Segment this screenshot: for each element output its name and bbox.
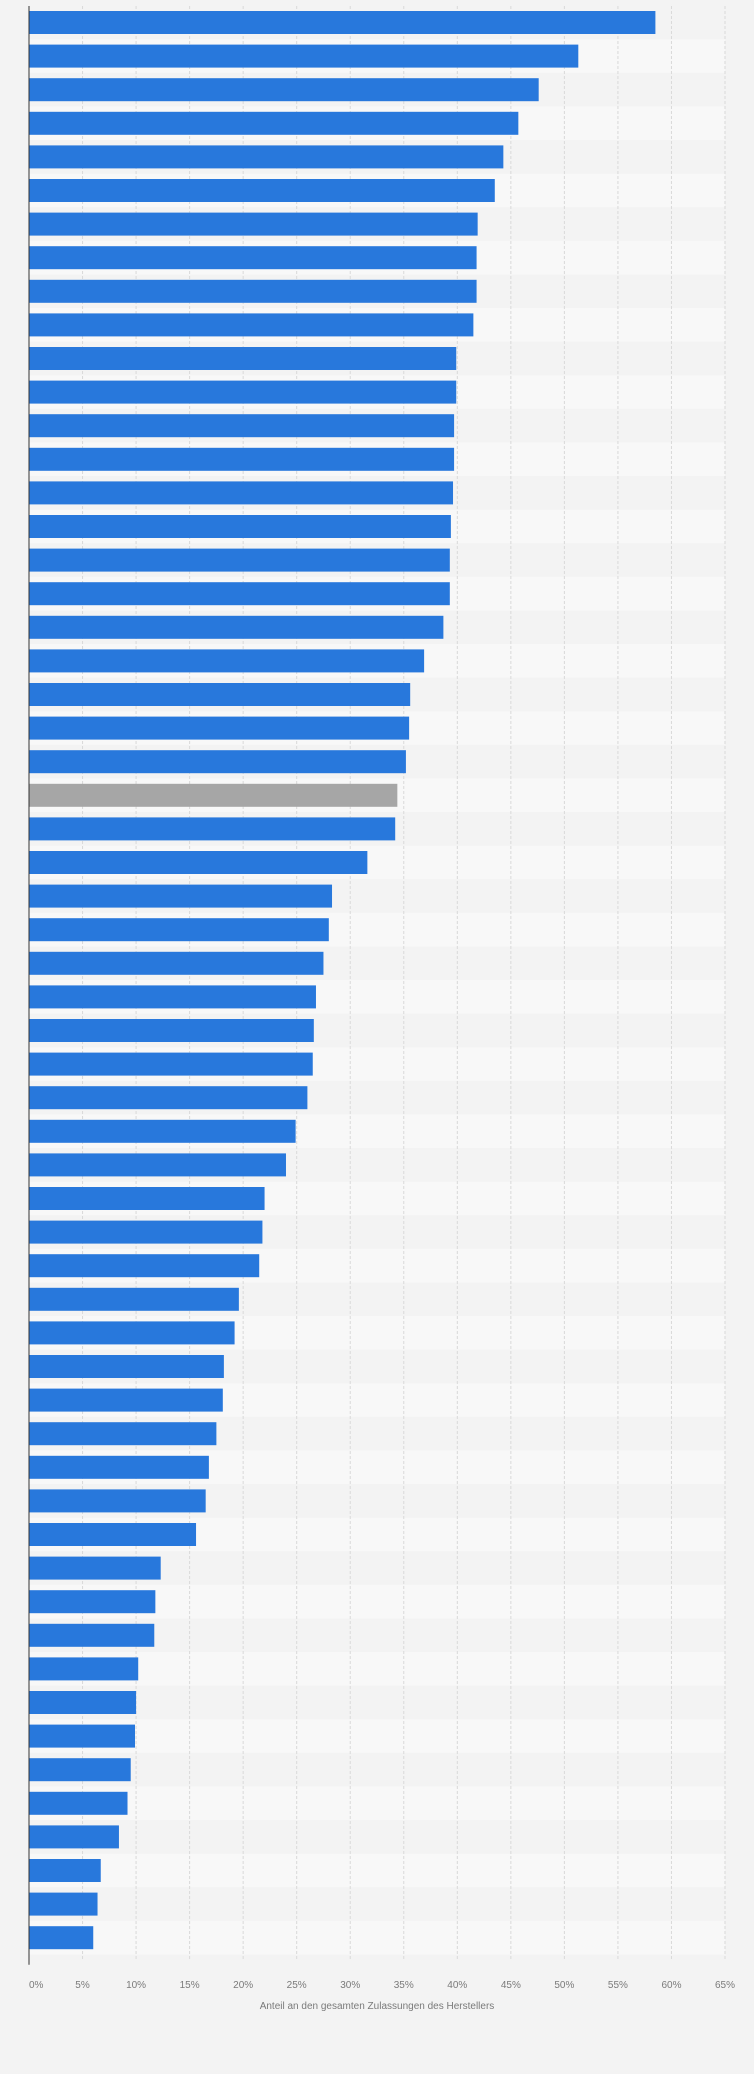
row-band (29, 1820, 725, 1854)
bar (29, 716, 410, 740)
bars (29, 11, 656, 1950)
bar (29, 313, 474, 337)
bar (29, 1859, 101, 1882)
bar (29, 1254, 260, 1278)
bar (29, 951, 324, 975)
bar (29, 582, 450, 606)
x-tick-label: 50% (554, 1980, 574, 1991)
bar (29, 1153, 286, 1177)
bar (29, 111, 519, 135)
bar (29, 44, 579, 68)
bar (29, 1556, 161, 1580)
bar (29, 851, 368, 874)
x-tick-label: 10% (126, 1980, 146, 1991)
bar (29, 481, 454, 505)
bar (29, 145, 504, 169)
bar (29, 179, 495, 202)
bar (29, 212, 478, 236)
bar (29, 347, 457, 370)
row-band (29, 1719, 725, 1753)
row-band (29, 1887, 725, 1921)
bar (29, 783, 398, 807)
row-band (29, 1652, 725, 1686)
row-band (29, 1786, 725, 1821)
bar (29, 649, 425, 673)
x-tick-label: 15% (180, 1980, 200, 1991)
bar (29, 414, 455, 438)
bar (29, 615, 444, 639)
x-tick-label: 60% (661, 1980, 681, 1991)
x-tick-label: 30% (340, 1980, 360, 1991)
bar (29, 1355, 224, 1378)
x-tick-label: 55% (608, 1980, 628, 1991)
bar (29, 1657, 139, 1681)
bar (29, 11, 656, 34)
x-tick-label: 45% (501, 1980, 521, 1991)
bar (29, 548, 450, 572)
bar (29, 1019, 314, 1042)
x-axis-ticks: 0% 5% 10% 15% 20% 25% 30% 35% 40% 45% 50% 55% 60% 65% (29, 1980, 735, 1991)
x-tick-label: 5% (75, 1980, 90, 1991)
bar (29, 817, 396, 841)
bar (29, 1052, 313, 1076)
bar (29, 1523, 197, 1546)
bar (29, 246, 477, 270)
x-tick-label: 0% (29, 1980, 44, 1991)
bar (29, 918, 329, 942)
bar (29, 1086, 308, 1110)
x-tick-label: 35% (394, 1980, 414, 1991)
bar (29, 1287, 239, 1311)
bar (29, 1321, 235, 1345)
bar (29, 1791, 128, 1815)
bar (29, 1926, 94, 1950)
x-tick-label: 20% (233, 1980, 253, 1991)
bar (29, 1825, 119, 1849)
bar (29, 1422, 217, 1446)
x-axis-label: Anteil an den gesamten Zulassungen des H… (260, 2001, 495, 2012)
row-band (29, 1853, 725, 1888)
bar (29, 1220, 263, 1244)
bar (29, 884, 333, 908)
bar (29, 1187, 265, 1210)
bar (29, 1892, 98, 1916)
row-band (29, 1920, 725, 1955)
bar (29, 1623, 155, 1647)
bar (29, 1590, 156, 1614)
bar (29, 447, 455, 471)
x-tick-label: 25% (287, 1980, 307, 1991)
bar (29, 279, 477, 303)
bar (29, 1455, 209, 1479)
bar (29, 380, 457, 404)
bar (29, 985, 316, 1009)
bar (29, 1758, 131, 1782)
bar (29, 750, 406, 774)
bar (29, 1119, 296, 1143)
bar (29, 683, 411, 706)
bar (29, 1388, 223, 1412)
row-band (29, 1685, 725, 1720)
row-band (29, 1752, 725, 1787)
bar (29, 1691, 137, 1714)
bar (29, 1724, 136, 1748)
x-tick-label: 40% (447, 1980, 467, 1991)
bar (29, 1489, 206, 1513)
bar (29, 78, 539, 102)
bar (29, 515, 451, 538)
x-tick-label: 65% (715, 1980, 735, 1991)
